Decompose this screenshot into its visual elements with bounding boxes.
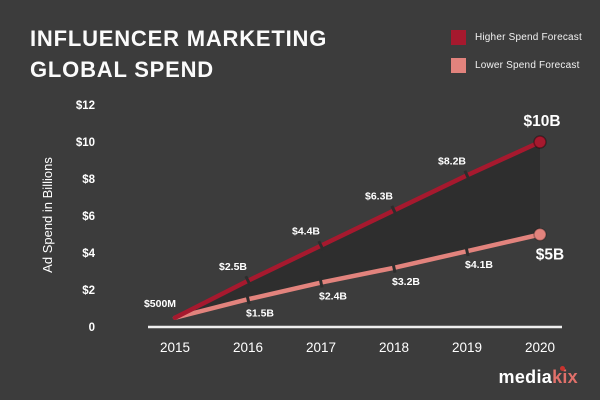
chart-title-line2: GLOBAL SPEND	[30, 56, 214, 82]
y-tick-label: 0	[89, 322, 95, 334]
data-point-notch-icon	[318, 277, 324, 288]
x-tick-label: 2017	[306, 340, 336, 355]
higher-data-label: $4.4B	[292, 226, 320, 238]
higher-endpoint-dot-icon	[533, 135, 547, 149]
higher-forecast-swatch-icon	[450, 30, 466, 45]
x-tick-label: 2015	[160, 340, 190, 355]
higher-forecast-line	[172, 139, 543, 320]
y-axis-title: Ad Spend in Billions	[40, 157, 55, 273]
lower-endpoint-label: $5B	[536, 247, 564, 264]
logo-text-kix: kix	[552, 367, 578, 387]
lower-data-label: $4.1B	[465, 259, 493, 271]
higher-endpoint-label: $10B	[523, 113, 560, 130]
y-tick-label: $8	[82, 174, 95, 186]
data-point-notch-icon	[464, 245, 470, 257]
x-tick-label: 2020	[525, 340, 555, 355]
data-point-notch-icon	[317, 240, 325, 251]
legend-label-higher: Higher Spend Forecast	[474, 32, 582, 43]
mediakix-logo: mediakix	[498, 366, 578, 388]
chart-title: INFLUENCER MARKETING GLOBAL SPEND	[30, 24, 327, 86]
legend-label-lower: Lower Spend Forecast	[474, 60, 580, 71]
lower-data-label: $3.2B	[392, 276, 420, 288]
data-point-notch-icon	[390, 205, 398, 216]
x-tick-label: 2016	[233, 340, 263, 355]
higher-data-label: $2.5B	[219, 261, 247, 273]
higher-data-label: $6.3B	[365, 190, 393, 202]
legend-item-higher: Higher Spend Forecast	[450, 30, 582, 45]
higher-data-label: $500M	[144, 298, 176, 310]
data-point-notch-icon	[391, 262, 397, 274]
y-tick-label: $2	[82, 285, 95, 297]
lower-forecast-line	[172, 232, 543, 320]
data-point-notch-icon	[245, 294, 251, 305]
lower-forecast-swatch-icon	[450, 58, 466, 73]
lower-data-label: $2.4B	[319, 291, 347, 303]
logo-dot-icon	[560, 366, 565, 371]
lower-data-label: $1.5B	[246, 307, 274, 319]
y-tick-label: $4	[82, 248, 95, 260]
higher-data-label: $8.2B	[438, 155, 466, 167]
y-tick-label: $10	[76, 137, 95, 149]
x-tick-label: 2018	[379, 340, 409, 355]
data-point-notch-icon	[463, 170, 471, 181]
y-tick-label: $12	[76, 100, 95, 112]
lower-endpoint-dot-icon	[533, 227, 547, 242]
data-point-notch-icon	[244, 275, 252, 286]
x-tick-label: 2019	[452, 340, 482, 355]
legend-item-lower: Lower Spend Forecast	[450, 58, 582, 73]
logo-text-media: media	[498, 367, 553, 387]
chart-title-line1: INFLUENCER MARKETING	[30, 26, 328, 51]
legend: Higher Spend Forecast Lower Spend Foreca…	[450, 30, 582, 73]
y-tick-label: $6	[82, 211, 95, 223]
